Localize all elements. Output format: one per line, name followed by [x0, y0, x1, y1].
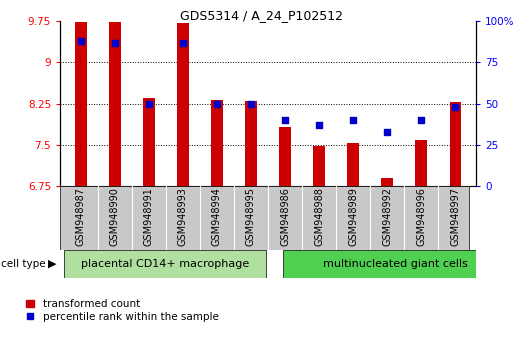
Bar — [211, 100, 223, 186]
Point — [110, 40, 119, 45]
Point — [179, 40, 187, 45]
Text: GSM948986: GSM948986 — [280, 187, 290, 246]
Bar — [177, 23, 189, 186]
Bar — [415, 140, 427, 186]
Bar — [279, 127, 291, 186]
Point — [281, 117, 289, 123]
Text: GSM948989: GSM948989 — [348, 187, 358, 246]
Point — [383, 129, 392, 135]
Text: GSM948993: GSM948993 — [178, 187, 188, 246]
Text: GSM948997: GSM948997 — [450, 187, 460, 246]
Text: GSM948990: GSM948990 — [110, 187, 120, 246]
Bar — [109, 22, 121, 186]
Point — [247, 101, 255, 107]
Point — [315, 122, 323, 128]
Text: GSM948994: GSM948994 — [212, 187, 222, 246]
Text: cell type: cell type — [1, 259, 46, 269]
Bar — [449, 102, 461, 186]
Text: GSM948996: GSM948996 — [416, 187, 426, 246]
Text: GSM948991: GSM948991 — [144, 187, 154, 246]
Bar — [313, 146, 325, 186]
Text: multinucleated giant cells: multinucleated giant cells — [323, 259, 468, 269]
Bar — [283, 250, 507, 278]
Legend: transformed count, percentile rank within the sample: transformed count, percentile rank withi… — [26, 299, 219, 322]
Point — [349, 117, 357, 123]
Bar — [143, 97, 155, 186]
Text: GSM948988: GSM948988 — [314, 187, 324, 246]
Bar — [347, 143, 359, 186]
Text: GDS5314 / A_24_P102512: GDS5314 / A_24_P102512 — [180, 9, 343, 22]
Bar — [64, 250, 266, 278]
Point — [417, 117, 426, 123]
Point — [451, 104, 460, 110]
Text: GSM948987: GSM948987 — [76, 187, 86, 246]
Point — [213, 101, 221, 107]
Point — [144, 101, 153, 107]
Bar — [245, 101, 257, 186]
Bar — [75, 22, 87, 186]
Bar — [381, 178, 393, 186]
Text: GSM948992: GSM948992 — [382, 187, 392, 246]
Text: GSM948995: GSM948995 — [246, 187, 256, 246]
Text: placental CD14+ macrophage: placental CD14+ macrophage — [81, 259, 249, 269]
Point — [76, 38, 85, 44]
Text: ▶: ▶ — [48, 259, 56, 269]
